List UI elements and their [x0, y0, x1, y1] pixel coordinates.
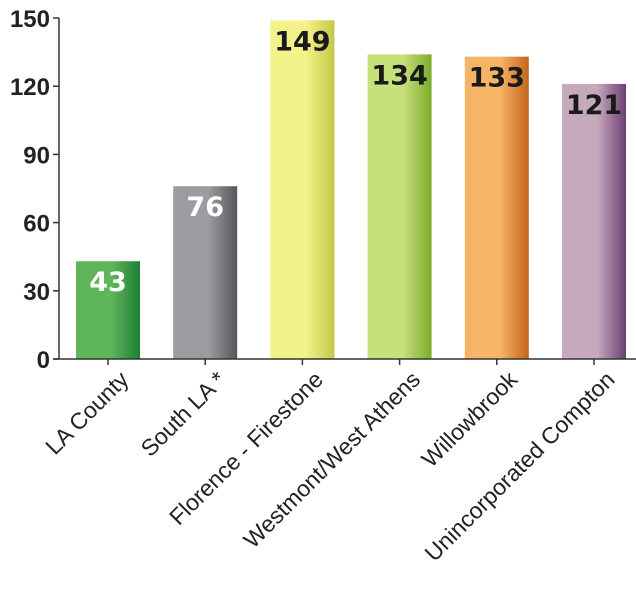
- bar-south-la: [173, 186, 238, 359]
- category-label-unincorporated-compton: Unincorporated Compton: [419, 366, 619, 566]
- value-label-south-la: 76: [186, 192, 224, 223]
- bar-westmont-west-athens: [367, 54, 432, 360]
- y-tick-label: 150: [10, 6, 50, 33]
- value-label-willowbrook: 133: [469, 63, 525, 94]
- category-label-willowbrook: Willowbrook: [416, 366, 522, 472]
- y-tick-label: 120: [10, 74, 50, 101]
- bar-la-county: [76, 261, 140, 359]
- category-label-la-county: LA County: [40, 366, 134, 460]
- value-label-unincorporated-compton: 121: [566, 90, 622, 121]
- value-label-la-county: 43: [89, 267, 127, 298]
- y-tick-label: 0: [37, 347, 50, 374]
- value-label-florence-firestone: 149: [274, 26, 330, 57]
- value-label-westmont-west-athens: 134: [371, 60, 427, 91]
- bar-willowbrook: [464, 56, 529, 359]
- bar-florence-firestone: [270, 20, 335, 359]
- category-label-south-la: South LA *: [135, 366, 230, 461]
- bar-unincorporated-compton: [562, 83, 626, 359]
- category-label-westmont-west-athens: Westmont/West Athens: [238, 366, 425, 553]
- y-tick-label: 30: [23, 279, 50, 306]
- axes-group: [53, 17, 636, 365]
- y-tick-label: 60: [23, 211, 50, 238]
- y-tick-label: 90: [23, 142, 50, 169]
- bars-group: [76, 20, 626, 360]
